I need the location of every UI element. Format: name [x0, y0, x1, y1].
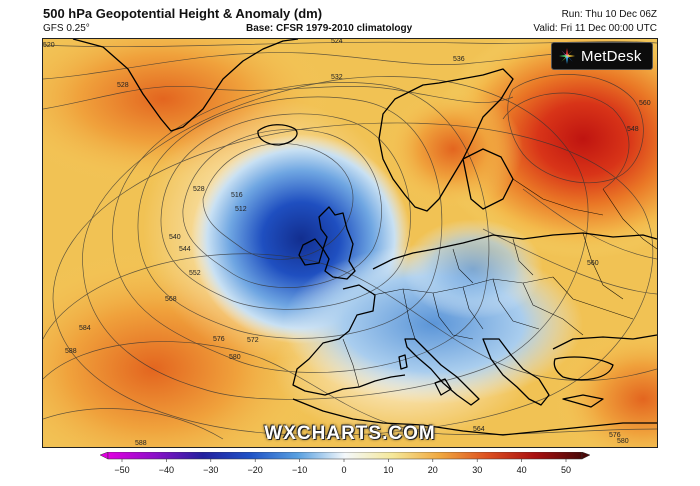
contour-label: 532 [331, 74, 343, 81]
contour-label: 536 [453, 56, 465, 63]
colorbar-tick-label: 40 [517, 465, 527, 475]
map-canvas: 520 524 528 532 536 560 548 540 544 552 … [43, 39, 657, 447]
contour-label: 528 [193, 186, 205, 193]
positive-anomaly-southeast [553, 329, 657, 447]
north-africa-coast [292, 398, 657, 436]
contour-label: 552 [189, 270, 201, 277]
header: 500 hPa Geopotential Height & Anomaly (d… [0, 0, 700, 38]
positive-anomaly-russia [433, 39, 657, 259]
colorbar-canvas: −50 −40 −30 −20 −10 0 10 20 30 40 50 [100, 452, 590, 475]
contour-label: 580 [617, 438, 629, 445]
great-britain-coast [318, 206, 356, 280]
colorbar-tick-label: −20 [248, 465, 263, 475]
contour-label: 568 [165, 296, 177, 303]
contour-label: 588 [65, 348, 77, 355]
black-sea-coast [552, 334, 657, 350]
chart-title: 500 hPa Geopotential Height & Anomaly (d… [43, 6, 323, 21]
metdesk-logo-text: MetDesk [581, 47, 642, 65]
contour-label: 524 [331, 39, 343, 45]
iberia-france-coast [292, 284, 406, 396]
colorbar-min-arrow [100, 452, 109, 460]
balkans-coast [482, 338, 550, 406]
metdesk-logo: MetDesk [551, 42, 653, 70]
colorbar-tick-label: 10 [383, 465, 393, 475]
metdesk-mark-icon [559, 48, 575, 64]
colorbar-tick-label: 20 [428, 465, 438, 475]
wxcharts-watermark: WXCHARTS.COM [264, 423, 436, 444]
colorbar-tick-label: −40 [159, 465, 174, 475]
colorbar-tick-label: −10 [292, 465, 307, 475]
negative-anomaly-central-europe [403, 219, 543, 319]
italy-coast [404, 338, 480, 406]
contour-label: 576 [609, 432, 621, 439]
coastlines [72, 39, 657, 436]
sardinia-coast [398, 354, 408, 370]
contour-label: 516 [231, 192, 243, 199]
colorbar-tick-label: 30 [472, 465, 482, 475]
greenland-coast [72, 39, 299, 132]
climatology-base-label: Base: CFSR 1979-2010 climatology [246, 23, 413, 34]
contour-label: 584 [79, 325, 91, 332]
scandinavia-coast [378, 68, 514, 212]
height-contours [43, 41, 657, 440]
valid-time-label: Valid: Fri 11 Dec 00:00 UTC [533, 23, 657, 34]
colorbar-tick-label: 0 [341, 465, 346, 475]
contour-label: 564 [473, 426, 485, 433]
ireland-coast [298, 238, 324, 266]
iceland-coast [257, 124, 298, 146]
contour-label: 580 [229, 354, 241, 361]
colorbar-tick-label: −50 [114, 465, 129, 475]
contour-label: 548 [627, 126, 639, 133]
contour-label: 572 [247, 337, 259, 344]
colorbar-tick-label: −30 [203, 465, 218, 475]
crete-coast [562, 394, 604, 408]
sicily-coast [434, 378, 452, 396]
continent-north-coast [372, 232, 657, 270]
contour-label: 520 [43, 42, 55, 49]
anomaly-colorbar: −50 −40 −30 −20 −10 0 10 20 30 40 50 [100, 452, 590, 484]
country-borders [342, 178, 657, 388]
finland-coast [462, 148, 514, 210]
contour-label: 588 [135, 440, 147, 447]
black-sea-shape [553, 356, 614, 381]
contour-label-layer: 520 524 528 532 536 560 548 540 544 552 … [43, 39, 651, 447]
contour-label: 528 [117, 82, 129, 89]
colorbar-tick-label: 50 [561, 465, 571, 475]
colorbar-gradient [107, 452, 583, 460]
run-time-label: Run: Thu 10 Dec 06Z [561, 9, 657, 20]
contour-label: 560 [587, 260, 599, 267]
model-label: GFS 0.25° [43, 23, 90, 34]
contour-label: 540 [169, 234, 181, 241]
contour-label: 544 [179, 246, 191, 253]
contour-label: 560 [639, 100, 651, 107]
positive-anomaly-scandinavia [383, 89, 523, 209]
anomaly-map: 520 524 528 532 536 560 548 540 544 552 … [42, 38, 658, 448]
contour-label: 576 [213, 336, 225, 343]
contour-label: 512 [235, 206, 247, 213]
colorbar-max-arrow [581, 452, 590, 460]
